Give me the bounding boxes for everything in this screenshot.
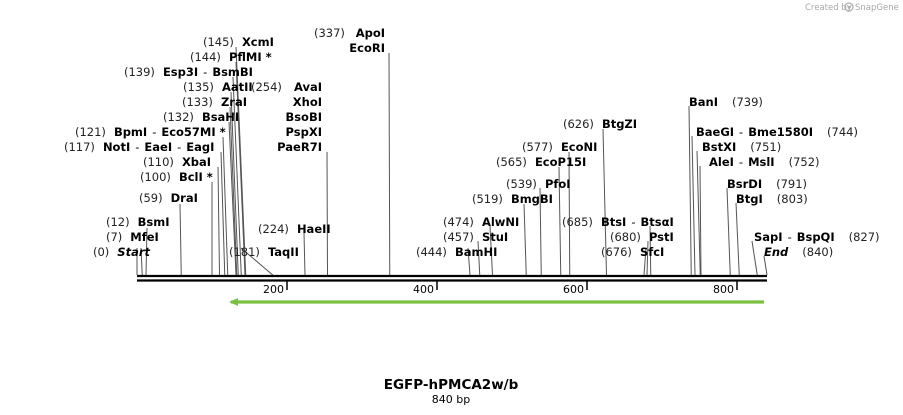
site-leader	[217, 166, 220, 276]
site-leader	[489, 225, 493, 276]
site-leader	[179, 203, 182, 276]
map-title: EGFP-hPMCA2w/b	[384, 377, 519, 393]
site-label[interactable]: (135) AatII	[183, 80, 253, 94]
ruler-label: 400	[413, 283, 434, 296]
site-leader	[230, 91, 239, 276]
site-label[interactable]: (121) BpmI - Eco57MI *	[75, 125, 226, 139]
site-label[interactable]: (626) BtgZI	[563, 117, 637, 131]
site-label[interactable]: (59) DraI	[139, 191, 198, 205]
site-leader	[303, 232, 306, 276]
ruler-label: 800	[713, 283, 734, 296]
site-position: (337)	[314, 26, 345, 40]
site-leader	[326, 151, 328, 276]
site-leader	[763, 255, 768, 276]
site-labels: (0) Start(7) MfeI(12) BsmI (59) DraI (100) BclI…	[64, 26, 880, 259]
site-position: (254)	[251, 80, 282, 94]
site-leader	[696, 150, 701, 276]
site-leader	[726, 187, 731, 276]
site-leader	[643, 247, 647, 276]
site-label[interactable]: (680) PstI	[610, 230, 674, 244]
ruler-label: 200	[263, 283, 284, 296]
site-label[interactable]: (676) SfcI	[601, 245, 664, 259]
site-leader	[220, 151, 226, 276]
site-label[interactable]: End (840)	[764, 245, 833, 259]
site-leader	[467, 247, 471, 276]
site-name[interactable]: AvaI	[294, 80, 322, 94]
site-label[interactable]: (474) AlwNI	[443, 215, 519, 229]
credit-text: Created by	[805, 3, 852, 13]
site-leader	[568, 151, 571, 276]
site-name[interactable]: PaeR7I	[277, 140, 322, 154]
site-label[interactable]: (519) BmgBI	[472, 192, 553, 206]
site-leader	[688, 105, 692, 276]
feature-arrow[interactable]	[229, 298, 764, 306]
site-leader	[235, 61, 246, 276]
site-label[interactable]: (110) XbaI	[143, 155, 211, 169]
site-name[interactable]: PspXI	[286, 125, 322, 139]
site-leaders	[136, 46, 768, 276]
ruler: 200 400 600 800	[263, 281, 738, 296]
site-label[interactable]: SapI - BspQI (827)	[754, 230, 880, 244]
site-leader	[228, 121, 237, 276]
site-leader	[235, 46, 247, 276]
site-leader	[232, 76, 242, 276]
site-label[interactable]: (12) BsmI	[106, 215, 169, 229]
site-leader	[539, 187, 542, 276]
map-length: 840 bp	[432, 393, 470, 406]
site-label[interactable]: AleI - MslI (752)	[709, 155, 820, 169]
site-leader	[240, 247, 274, 276]
site-name[interactable]: BsoBI	[285, 110, 322, 124]
site-leader	[388, 52, 391, 276]
site-label[interactable]: BtgI (803)	[736, 192, 808, 206]
site-label[interactable]: (0) Start	[93, 245, 151, 259]
site-label[interactable]: (100) BclI *	[140, 170, 213, 184]
site-label[interactable]: (133) ZraI	[182, 95, 247, 109]
site-label[interactable]: BanI (739)	[689, 95, 763, 109]
site-label[interactable]: (145) XcmI	[203, 35, 274, 49]
site-leader	[735, 202, 740, 276]
snapgene-logo-icon	[844, 2, 854, 12]
site-leader	[558, 166, 562, 276]
site-label[interactable]: (117) NotI - EaeI - EagI	[64, 140, 214, 154]
site-label[interactable]: (181) TaqII	[229, 245, 299, 259]
site-leader	[699, 165, 702, 276]
site-leader	[646, 240, 649, 276]
site-label[interactable]: BstXI (751)	[702, 140, 781, 154]
site-label[interactable]: (577) EcoNI	[522, 140, 597, 154]
brand-text: SnapGene	[855, 3, 899, 13]
site-label[interactable]: (139) Esp3I - BsmBI	[124, 65, 253, 79]
site-leader	[140, 247, 143, 276]
site-label[interactable]: BaeGI - Bme1580I (744)	[696, 125, 858, 139]
site-label[interactable]: (539) PfoI	[506, 177, 571, 191]
ruler-label: 600	[563, 283, 584, 296]
site-leader	[477, 240, 481, 276]
site-leader	[222, 136, 229, 276]
site-leader	[229, 106, 238, 276]
site-label[interactable]: (7) MfeI	[106, 230, 159, 244]
site-leader	[649, 225, 652, 276]
site-leader	[523, 203, 527, 276]
site-label[interactable]: (224) HaeII	[258, 222, 331, 236]
site-leader	[602, 128, 607, 276]
site-name[interactable]: ApoI	[356, 26, 385, 40]
site-label[interactable]: (685) BtsI - BtsαI	[562, 215, 674, 229]
site-leader	[145, 227, 148, 276]
site-name[interactable]: XhoI	[293, 95, 322, 109]
site-label[interactable]: (144) PflMI *	[190, 50, 272, 64]
site-leader	[751, 240, 758, 276]
site-name[interactable]: EcoRI	[349, 41, 385, 55]
site-label[interactable]: (457) StuI	[443, 230, 508, 244]
site-label[interactable]: (444) BamHI	[416, 245, 497, 259]
site-label[interactable]: (565) EcoP15I	[496, 155, 586, 169]
site-label[interactable]: BsrDI (791)	[727, 177, 807, 191]
site-label[interactable]: (132) BsaHI	[163, 110, 239, 124]
site-leader	[691, 135, 696, 276]
